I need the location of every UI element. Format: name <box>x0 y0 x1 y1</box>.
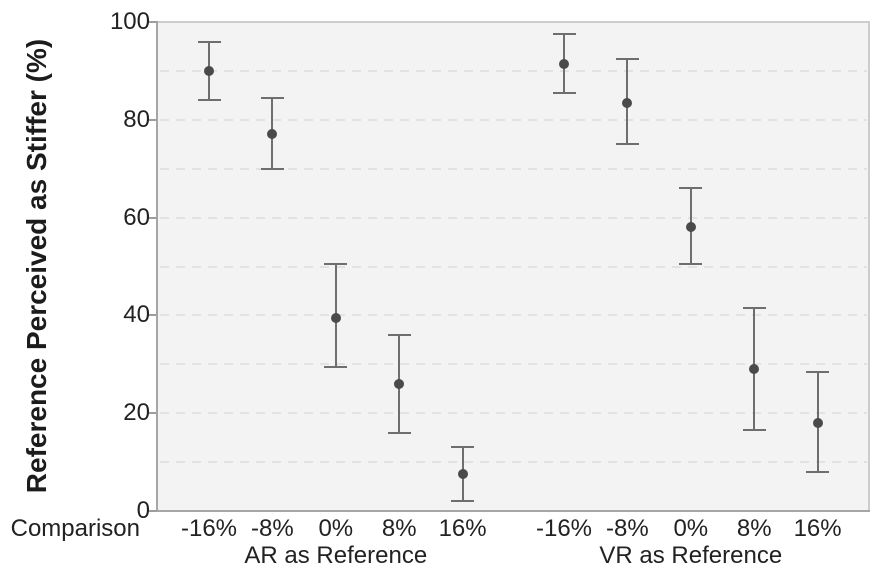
data-point <box>457 469 468 480</box>
error-bar-cap-bottom <box>742 429 766 432</box>
y-tick-label-40: 40 <box>123 301 150 329</box>
x-tick-label-0-0: -16% <box>180 515 238 542</box>
x-axis-line <box>156 510 870 512</box>
gridline-60 <box>160 216 867 219</box>
error-bar-cap-top <box>552 33 576 36</box>
x-tick-label-1-2: 0% <box>673 515 709 542</box>
error-bar-cap-top <box>451 446 475 449</box>
error-bar-cap-top <box>324 263 348 266</box>
error-bar-cap-top <box>742 307 766 310</box>
x-tick-label-0-4: 16% <box>438 515 487 542</box>
gridline-40 <box>160 314 867 317</box>
error-bar-cap-bottom <box>197 99 221 102</box>
data-point <box>204 65 214 76</box>
x-tick-label-0-3: 8% <box>381 515 417 542</box>
y-tick-40 <box>149 314 157 317</box>
y-tick-label-80: 80 <box>123 105 150 133</box>
group-label-vr: VR as Reference <box>599 542 783 567</box>
plot-border-right <box>868 21 870 512</box>
data-point <box>622 97 633 108</box>
data-point <box>812 417 823 428</box>
error-bar-cap-bottom <box>324 365 348 368</box>
error-bar-cap-top <box>615 57 639 60</box>
data-point <box>394 378 405 389</box>
y-tick-label-0: 0 <box>136 497 150 524</box>
gridline-30 <box>160 363 867 366</box>
error-bar-cap-bottom <box>806 470 830 473</box>
error-bar-cap-top <box>679 187 703 190</box>
data-point <box>749 364 760 375</box>
error-bar-cap-bottom <box>552 91 576 94</box>
y-axis-title: Reference Perceived as Stiffer (%) <box>21 38 52 494</box>
error-bar-cap-bottom <box>260 167 284 170</box>
data-point <box>330 312 341 323</box>
x-tick-label-1-3: 8% <box>736 515 772 542</box>
error-bar-cap-top <box>197 40 221 43</box>
data-point <box>267 129 278 140</box>
error-bar-cap-top <box>260 96 284 99</box>
y-tick-20 <box>149 412 157 415</box>
y-tick-80 <box>149 118 157 121</box>
group-label-ar: AR as Reference <box>244 542 428 567</box>
y-tick-label-60: 60 <box>123 203 150 231</box>
y-tick-0 <box>149 510 157 512</box>
y-tick-60 <box>149 216 157 219</box>
x-tick-label-0-2: 0% <box>318 515 354 542</box>
data-point <box>559 58 569 69</box>
x-tick-label-0-1: -8% <box>251 515 294 542</box>
error-bar-cap-bottom <box>615 143 639 146</box>
plot-border-top <box>157 21 870 23</box>
error-bar-cap-bottom <box>387 431 411 434</box>
x-axis-caption: Comparison <box>10 515 140 542</box>
error-bar-cap-top <box>387 333 411 336</box>
gridline-70 <box>160 167 867 170</box>
x-tick-label-1-1: -8% <box>606 515 649 542</box>
gridline-50 <box>160 265 867 268</box>
y-tick-label-100: 100 <box>109 8 150 35</box>
gridline-90 <box>160 69 867 72</box>
gridline-10 <box>160 461 867 464</box>
error-bar-cap-top <box>806 370 830 373</box>
gridline-80 <box>160 118 867 121</box>
data-point <box>685 222 696 233</box>
x-tick-label-1-0: -16% <box>535 515 593 542</box>
y-tick-label-20: 20 <box>123 399 150 427</box>
error-bar-cap-bottom <box>451 500 475 503</box>
y-axis-line <box>156 21 158 512</box>
x-tick-label-1-4: 16% <box>793 515 842 542</box>
gridline-20 <box>160 412 867 415</box>
y-tick-100 <box>149 21 157 23</box>
error-bar-cap-bottom <box>679 263 703 266</box>
